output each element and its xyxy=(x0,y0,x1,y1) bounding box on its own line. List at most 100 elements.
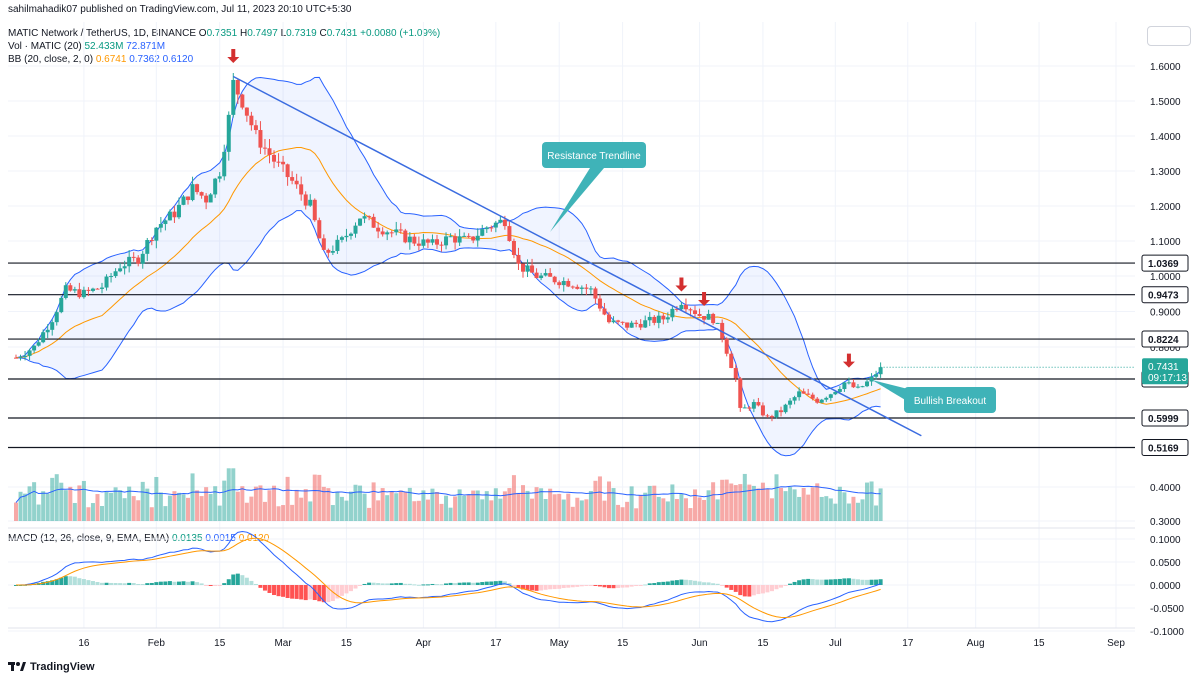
volume-bar xyxy=(815,483,820,521)
candle-body xyxy=(186,196,191,201)
candle-body xyxy=(602,308,607,315)
candle-body xyxy=(824,397,829,400)
volume-bar xyxy=(330,505,335,521)
macd-histogram-bar xyxy=(367,582,372,585)
volume-bar xyxy=(41,491,46,521)
candle-body xyxy=(308,199,313,206)
horizontal-levels xyxy=(8,262,1135,449)
macd-histogram-bar xyxy=(281,585,286,597)
price-axis[interactable]: 1.6000 1.5000 1.4000 1.3000 1.2000 1.1000 1.00… xyxy=(880,62,1189,638)
candle-body xyxy=(389,232,394,234)
volume-bar xyxy=(253,486,258,521)
macd-histogram-bar xyxy=(358,585,363,586)
volume-bar xyxy=(769,498,774,521)
candle-body xyxy=(693,310,698,314)
macd-histogram-bar xyxy=(674,580,679,585)
candle-body xyxy=(575,286,580,289)
macd-histogram-bar xyxy=(484,581,489,585)
macd-histogram-bar xyxy=(335,585,340,599)
time-axis[interactable]: 16 Feb 15 Mar 15 Apr 17 May 15 Jun 15 Jul 17 Aug 15 Sep xyxy=(78,638,1125,649)
candle-body xyxy=(149,240,154,242)
time-tick-label: Apr xyxy=(416,638,432,649)
price-tick-label: 1.5000 xyxy=(1150,97,1181,108)
macd-histogram-bar xyxy=(294,585,299,599)
candle-body xyxy=(281,161,286,165)
volume-bar xyxy=(353,484,358,521)
volume-bar xyxy=(828,498,833,521)
candle-body xyxy=(398,229,403,231)
macd-histogram-bar xyxy=(176,581,181,585)
macd-histogram-bar xyxy=(330,585,335,602)
volume-bar xyxy=(276,506,281,521)
candle-body xyxy=(208,194,213,203)
volume-bar xyxy=(421,490,426,521)
volume-bar xyxy=(702,499,707,521)
volume-bar xyxy=(294,489,299,521)
macd-histogram-bar xyxy=(616,585,621,589)
candle-body xyxy=(462,235,467,237)
level-tag-label: 1.0369 xyxy=(1148,259,1179,270)
level-tag-label: 0.8224 xyxy=(1148,335,1179,346)
volume-label[interactable]: Vol · MATIC (20) xyxy=(8,41,82,52)
candle-body xyxy=(353,225,358,234)
candle-body xyxy=(507,226,512,241)
macd-histogram-bar xyxy=(267,585,272,593)
macd-histogram-bar xyxy=(797,580,802,585)
volume-bar xyxy=(358,485,363,521)
volume-bar xyxy=(602,500,607,521)
volume-bar xyxy=(629,486,634,521)
volume-bar xyxy=(607,481,612,521)
volume-bar xyxy=(285,476,290,521)
volume-bar xyxy=(213,486,218,521)
volume-bar xyxy=(507,488,512,521)
volume-bar xyxy=(679,493,684,521)
volume-bar xyxy=(376,500,381,521)
candle-body xyxy=(140,253,145,264)
candle-body xyxy=(258,130,263,148)
macd-histogram-bar xyxy=(444,583,449,585)
macd-histogram-bar xyxy=(430,583,435,585)
tradingview-logo[interactable]: TradingView xyxy=(8,661,95,673)
macd-histogram-bar xyxy=(548,585,553,590)
candle-body xyxy=(466,235,471,237)
volume-bar xyxy=(262,501,267,521)
volume-bar xyxy=(570,506,575,521)
macd-histogram-bar xyxy=(158,581,163,585)
volume-bar xyxy=(434,492,439,521)
symbol-name[interactable]: MATIC Network / TetherUS, 1D, BINANCE xyxy=(8,28,197,39)
bollinger-bands xyxy=(15,76,881,457)
bb-label[interactable]: BB (20, close, 2, 0) xyxy=(8,54,94,65)
change-value: +0.0080 (+1.09%) xyxy=(360,28,441,39)
resistance-trendline[interactable] xyxy=(232,75,922,437)
volume-bar xyxy=(846,503,851,521)
macd-histogram-bar xyxy=(235,573,240,585)
macd-histogram-bar xyxy=(262,585,267,591)
candle-body xyxy=(45,329,50,333)
macd-histogram-bar xyxy=(779,585,784,588)
volume-bar xyxy=(855,502,860,521)
volume-bar xyxy=(195,490,200,521)
candle-body xyxy=(376,227,381,232)
candle-body xyxy=(498,219,503,223)
macd-histogram-bar xyxy=(439,584,444,586)
candle-body xyxy=(688,309,693,311)
published-byline: sahilmahadik07 published on TradingView.… xyxy=(8,4,352,15)
candle-body xyxy=(394,229,399,233)
macd-histogram-bar xyxy=(579,585,584,587)
candle-body xyxy=(715,322,720,324)
volume-bar xyxy=(186,497,191,521)
volume-bar xyxy=(403,491,408,521)
volume-bar xyxy=(425,499,430,521)
pane-control-button[interactable] xyxy=(1147,26,1191,46)
candle-body xyxy=(656,315,661,323)
volume-bar xyxy=(543,499,548,521)
candle-body xyxy=(779,410,784,413)
volume-bar xyxy=(281,505,286,521)
countdown-label: 09:17:13 xyxy=(1148,373,1187,384)
candle-body xyxy=(625,322,630,328)
volume-bar xyxy=(249,496,254,521)
volume-bar xyxy=(552,494,557,521)
volume-bar xyxy=(181,494,186,521)
candle-body xyxy=(720,322,725,339)
